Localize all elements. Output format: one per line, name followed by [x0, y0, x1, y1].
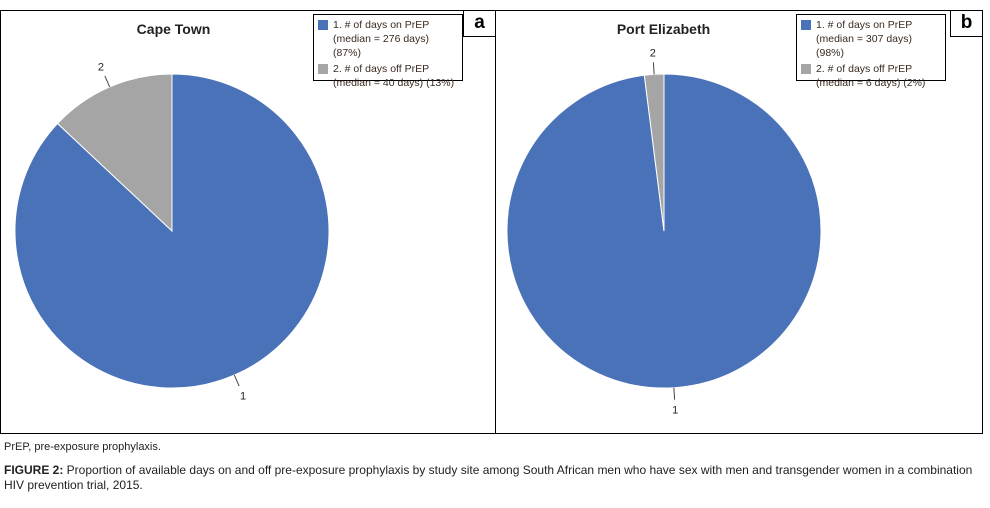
legend-item: 2. # of days off PrEP (median = 40 days) … [318, 62, 458, 90]
legend: 1. # of days on PrEP (median = 307 days) … [796, 14, 946, 89]
leader-line [673, 387, 676, 400]
legend-swatch [801, 64, 811, 74]
legend-swatch [801, 20, 811, 30]
chart-title: Port Elizabeth [616, 21, 711, 37]
slice-label: 2 [650, 47, 656, 59]
slice-label: 2 [98, 62, 104, 74]
legend-swatch [318, 20, 328, 30]
panel-letter: b [950, 10, 983, 37]
slice-label: 1 [672, 405, 678, 417]
legend-label: (median = 307 days) (98%) [816, 33, 913, 59]
pie-charts: 1 2 1 2 [14, 47, 822, 417]
panel-b: Port Elizabeth 1. # of days on PrEP (medi… [495, 10, 983, 434]
pie-slice-2 [56, 73, 173, 233]
slice-label: 1 [240, 390, 246, 402]
caption-label: FIGURE 2: [4, 463, 64, 477]
chart-title: Cape Town [136, 21, 211, 37]
legend-label: (median = 6 days) (2%) [816, 77, 926, 89]
legend-label: 2. # of days off PrEP [816, 63, 913, 75]
footnote: PrEP, pre-exposure prophylaxis. [4, 441, 161, 453]
legend: 1. # of days on PrEP (median = 276 days) … [313, 14, 463, 89]
legend-label: 1. # of days on PrEP [333, 19, 430, 31]
leader-line [104, 75, 111, 88]
pie-slice-2 [643, 73, 665, 232]
leader-line [233, 374, 240, 387]
legend-label: 1. # of days on PrEP [816, 19, 913, 31]
legend-item: 2. # of days off PrEP (median = 6 days) (… [801, 62, 941, 90]
legend-swatch [318, 64, 328, 74]
leader-line [652, 62, 655, 75]
legend-label: 2. # of days off PrEP [333, 63, 430, 75]
figure-caption: FIGURE 2: Proportion of available days o… [4, 463, 984, 493]
legend-item: 1. # of days on PrEP (median = 276 days) … [318, 18, 458, 60]
legend-label: (median = 40 days) (13%) [333, 77, 455, 89]
caption-text: Proportion of available days on and off … [4, 463, 973, 492]
legend-label: (median = 276 days) (87%) [333, 33, 430, 59]
legend-item: 1. # of days on PrEP (median = 307 days) … [801, 18, 941, 60]
